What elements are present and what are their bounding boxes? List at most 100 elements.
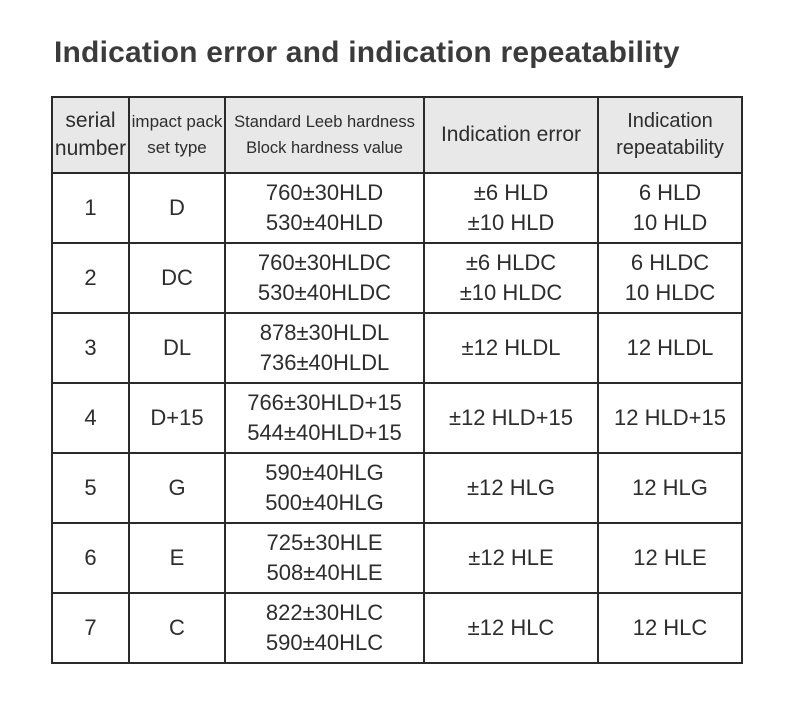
cell-line: ±6 HLDC xyxy=(465,250,557,275)
column-header-standard-leeb-hardness-block-value: Standard Leeb hardness Block hardness val… xyxy=(224,96,425,174)
cell-line: ±12 HLC xyxy=(467,615,555,640)
cell-line: 590±40HLG xyxy=(265,460,384,485)
column-header-indication-error: Indication error xyxy=(423,96,599,174)
cell-line: 822±30HLC xyxy=(265,600,384,625)
table-row: 5 G 590±40HLG 500±40HLG ±12 HLG 12 HLG xyxy=(51,452,743,524)
cell-line: 725±30HLE xyxy=(266,530,383,555)
cell-line: 544±40HLD+15 xyxy=(247,420,402,445)
cell-line: 12 HLG xyxy=(632,475,708,500)
header-line: set type xyxy=(147,138,207,157)
cell-line: D+15 xyxy=(150,405,204,430)
cell-line: 736±40HLDL xyxy=(259,350,390,375)
cell-line: 10 HLD xyxy=(632,210,708,235)
page-title: Indication error and indication repeatab… xyxy=(54,36,680,69)
cell-indication-repeatability: 6 HLD 10 HLD xyxy=(597,172,743,244)
cell-line: 500±40HLG xyxy=(265,490,384,515)
header-line: impact pack xyxy=(131,112,223,131)
cell-line: ±6 HLD xyxy=(473,180,549,205)
cell-standard-leeb-hardness-block-value: 878±30HLDL 736±40HLDL xyxy=(224,312,425,384)
header-row: serial number impact pack set type Standard … xyxy=(51,96,743,174)
cell-serial-number: 2 xyxy=(51,242,130,314)
cell-line: 12 HLD+15 xyxy=(614,405,726,430)
cell-line: 2 xyxy=(84,265,97,290)
cell-indication-error: ±6 HLD ±10 HLD xyxy=(423,172,599,244)
cell-serial-number: 3 xyxy=(51,312,130,384)
cell-line: G xyxy=(168,475,186,500)
column-header-indication-repeatability: Indication repeatability xyxy=(597,96,743,174)
cell-indication-repeatability: 12 HLE xyxy=(597,522,743,594)
cell-indication-error: ±12 HLG xyxy=(423,452,599,524)
cell-line: E xyxy=(169,545,185,570)
cell-serial-number: 6 xyxy=(51,522,130,594)
cell-line: 766±30HLD+15 xyxy=(247,390,402,415)
cell-impact-pack-set-type: E xyxy=(128,522,226,594)
cell-indication-repeatability: 6 HLDC 10 HLDC xyxy=(597,242,743,314)
cell-indication-repeatability: 12 HLG xyxy=(597,452,743,524)
header-line: number xyxy=(54,137,127,160)
cell-impact-pack-set-type: DC xyxy=(128,242,226,314)
cell-line: DC xyxy=(161,265,193,290)
table-row: 6 E 725±30HLE 508±40HLE ±12 HLE 12 HLE xyxy=(51,522,743,594)
cell-line: ±12 HLG xyxy=(467,475,555,500)
cell-line: 590±40HLC xyxy=(265,630,384,655)
table-row: 3 DL 878±30HLDL 736±40HLDL ±12 HLDL 12 HLDL xyxy=(51,312,743,384)
cell-line: ±10 HLD xyxy=(467,210,555,235)
cell-standard-leeb-hardness-block-value: 760±30HLDC 530±40HLDC xyxy=(224,242,425,314)
cell-line: 12 HLE xyxy=(633,545,707,570)
cell-line: 1 xyxy=(84,195,97,220)
cell-impact-pack-set-type: DL xyxy=(128,312,226,384)
cell-line: C xyxy=(169,615,185,640)
cell-line: 5 xyxy=(84,475,97,500)
cell-serial-number: 4 xyxy=(51,382,130,454)
cell-indication-error: ±6 HLDC ±10 HLDC xyxy=(423,242,599,314)
cell-line: 508±40HLE xyxy=(266,560,383,585)
cell-line: 6 HLD xyxy=(638,180,702,205)
cell-indication-error: ±12 HLDL xyxy=(423,312,599,384)
cell-line: ±12 HLD+15 xyxy=(449,405,573,430)
cell-line: 6 xyxy=(84,545,97,570)
header-line: Standard Leeb hardness xyxy=(234,113,415,131)
cell-line: 4 xyxy=(84,405,97,430)
cell-indication-repeatability: 12 HLDL xyxy=(597,312,743,384)
header-line: Indication error xyxy=(440,123,582,146)
cell-line: DL xyxy=(162,335,192,360)
header-line: serial xyxy=(65,109,116,132)
cell-standard-leeb-hardness-block-value: 590±40HLG 500±40HLG xyxy=(224,452,425,524)
cell-impact-pack-set-type: G xyxy=(128,452,226,524)
cell-line: D xyxy=(169,195,185,220)
cell-serial-number: 7 xyxy=(51,592,130,664)
cell-standard-leeb-hardness-block-value: 725±30HLE 508±40HLE xyxy=(224,522,425,594)
cell-indication-error: ±12 HLC xyxy=(423,592,599,664)
cell-standard-leeb-hardness-block-value: 760±30HLD 530±40HLD xyxy=(224,172,425,244)
cell-standard-leeb-hardness-block-value: 822±30HLC 590±40HLC xyxy=(224,592,425,664)
cell-line: ±12 HLDL xyxy=(461,335,561,360)
cell-serial-number: 1 xyxy=(51,172,130,244)
cell-indication-repeatability: 12 HLC xyxy=(597,592,743,664)
cell-line: 530±40HLDC xyxy=(257,280,392,305)
header-line: Indication xyxy=(627,110,713,132)
cell-impact-pack-set-type: C xyxy=(128,592,226,664)
table-row: 2 DC 760±30HLDC 530±40HLDC ±6 HLDC ±10 HLDC 6 … xyxy=(51,242,743,314)
cell-line: 760±30HLD xyxy=(265,180,384,205)
table-row: 7 C 822±30HLC 590±40HLC ±12 HLC 12 HLC xyxy=(51,592,743,664)
cell-line: 530±40HLD xyxy=(265,210,384,235)
cell-impact-pack-set-type: D+15 xyxy=(128,382,226,454)
cell-line: 760±30HLDC xyxy=(257,250,392,275)
cell-line: 878±30HLDL xyxy=(259,320,390,345)
table-row: 4 D+15 766±30HLD+15 544±40HLD+15 ±12 HLD+15 1… xyxy=(51,382,743,454)
cell-indication-repeatability: 12 HLD+15 xyxy=(597,382,743,454)
header-line: repeatability xyxy=(616,137,724,159)
header-line: Block hardness value xyxy=(246,139,403,157)
column-header-serial-number: serial number xyxy=(51,96,130,174)
cell-line: 7 xyxy=(84,615,97,640)
cell-serial-number: 5 xyxy=(51,452,130,524)
cell-line: 12 HLDL xyxy=(626,335,714,360)
table-row: 1 D 760±30HLD 530±40HLD ±6 HLD ±10 HLD 6 HLD 10… xyxy=(51,172,743,244)
cell-indication-error: ±12 HLE xyxy=(423,522,599,594)
cell-line: 12 HLC xyxy=(632,615,708,640)
cell-indication-error: ±12 HLD+15 xyxy=(423,382,599,454)
cell-line: 6 HLDC xyxy=(630,250,710,275)
cell-line: 3 xyxy=(84,335,97,360)
column-header-impact-pack-set-type: impact pack set type xyxy=(128,96,226,174)
indication-spec-table: serial number impact pack set type Standard … xyxy=(51,96,743,664)
